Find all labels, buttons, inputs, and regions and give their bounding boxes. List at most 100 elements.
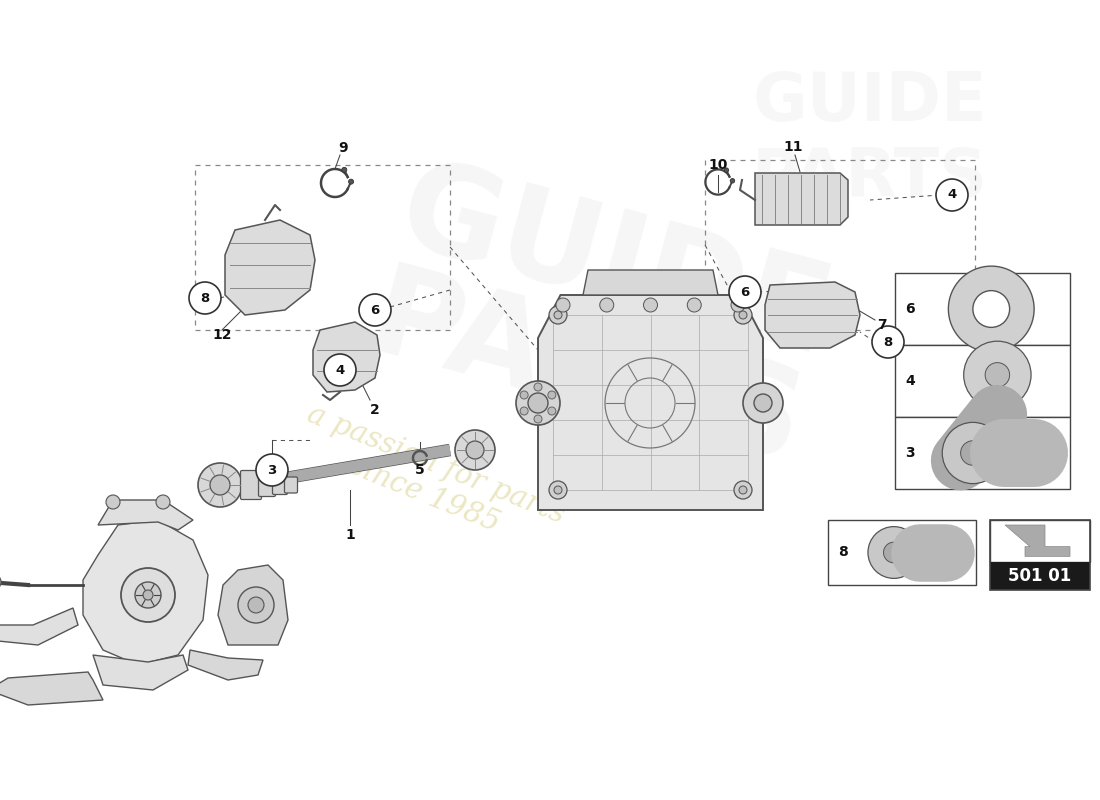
Circle shape: [189, 282, 221, 314]
Circle shape: [549, 306, 566, 324]
Text: 6: 6: [905, 302, 915, 316]
Polygon shape: [188, 650, 263, 680]
Text: 6: 6: [371, 303, 380, 317]
Circle shape: [324, 354, 356, 386]
FancyBboxPatch shape: [241, 470, 262, 499]
Circle shape: [520, 407, 528, 415]
Circle shape: [734, 481, 752, 499]
Circle shape: [534, 383, 542, 391]
Circle shape: [739, 486, 747, 494]
Circle shape: [600, 298, 614, 312]
Circle shape: [742, 383, 783, 423]
Circle shape: [554, 311, 562, 319]
Circle shape: [943, 422, 1003, 484]
Circle shape: [106, 495, 120, 509]
Bar: [990, 520, 1090, 562]
Polygon shape: [314, 322, 380, 392]
Circle shape: [528, 393, 548, 413]
Text: 7: 7: [877, 318, 887, 332]
Text: 6: 6: [740, 286, 749, 298]
Circle shape: [359, 294, 390, 326]
Circle shape: [466, 441, 484, 459]
Text: 4: 4: [947, 189, 957, 202]
Circle shape: [534, 415, 542, 423]
Text: 8: 8: [838, 546, 848, 559]
Text: 8: 8: [200, 291, 210, 305]
Polygon shape: [226, 220, 315, 315]
Circle shape: [556, 298, 570, 312]
Circle shape: [238, 587, 274, 623]
Circle shape: [198, 463, 242, 507]
FancyBboxPatch shape: [754, 172, 842, 226]
Text: 3: 3: [267, 463, 276, 477]
Circle shape: [644, 298, 658, 312]
Text: 5: 5: [415, 463, 425, 477]
Circle shape: [520, 391, 528, 399]
FancyBboxPatch shape: [285, 477, 297, 493]
Circle shape: [972, 290, 1010, 327]
Text: 501 01: 501 01: [1009, 567, 1071, 585]
Text: a passion for parts
since 1985: a passion for parts since 1985: [292, 400, 569, 560]
Circle shape: [732, 298, 745, 312]
Polygon shape: [0, 608, 78, 645]
Circle shape: [868, 526, 920, 578]
Circle shape: [734, 306, 752, 324]
Circle shape: [455, 430, 495, 470]
Polygon shape: [1005, 525, 1070, 557]
Circle shape: [964, 341, 1031, 409]
Circle shape: [548, 407, 556, 415]
Text: 2: 2: [370, 403, 379, 417]
Circle shape: [724, 168, 728, 172]
Bar: [895, 273, 1070, 345]
Polygon shape: [98, 500, 192, 530]
Text: GUIDE
PARTS: GUIDE PARTS: [752, 69, 988, 211]
Circle shape: [688, 298, 702, 312]
Circle shape: [960, 441, 986, 466]
Circle shape: [256, 454, 288, 486]
Circle shape: [948, 266, 1034, 352]
Circle shape: [549, 481, 566, 499]
Circle shape: [210, 475, 230, 495]
Text: 1: 1: [345, 528, 355, 542]
FancyBboxPatch shape: [273, 475, 287, 494]
Circle shape: [156, 495, 170, 509]
Bar: [895, 345, 1070, 417]
Text: 11: 11: [783, 140, 803, 154]
Circle shape: [554, 486, 562, 494]
Polygon shape: [538, 295, 763, 510]
Circle shape: [730, 178, 735, 183]
Circle shape: [754, 394, 772, 412]
FancyBboxPatch shape: [258, 474, 275, 497]
Text: 3: 3: [905, 446, 915, 460]
Circle shape: [248, 597, 264, 613]
Circle shape: [883, 542, 904, 563]
Circle shape: [516, 381, 560, 425]
Text: 12: 12: [212, 328, 232, 342]
Polygon shape: [755, 173, 848, 225]
Polygon shape: [94, 655, 188, 690]
Circle shape: [986, 362, 1010, 387]
Bar: [895, 417, 1070, 489]
Circle shape: [729, 276, 761, 308]
Bar: [990, 520, 1090, 590]
Circle shape: [872, 326, 904, 358]
Circle shape: [135, 582, 161, 608]
Text: 10: 10: [708, 158, 728, 172]
Bar: [828, 520, 976, 585]
Bar: [990, 562, 1090, 590]
Circle shape: [548, 391, 556, 399]
Circle shape: [342, 167, 346, 172]
Polygon shape: [764, 282, 860, 348]
Polygon shape: [82, 520, 208, 665]
Text: GUIDE
PARTS: GUIDE PARTS: [356, 150, 844, 490]
Circle shape: [143, 590, 153, 600]
Text: 4: 4: [336, 363, 344, 377]
Polygon shape: [218, 565, 288, 645]
Text: 9: 9: [338, 141, 348, 155]
Circle shape: [121, 568, 175, 622]
Circle shape: [936, 179, 968, 211]
Polygon shape: [583, 270, 718, 295]
Polygon shape: [0, 672, 103, 705]
Circle shape: [349, 179, 353, 184]
Text: 4: 4: [905, 374, 915, 388]
